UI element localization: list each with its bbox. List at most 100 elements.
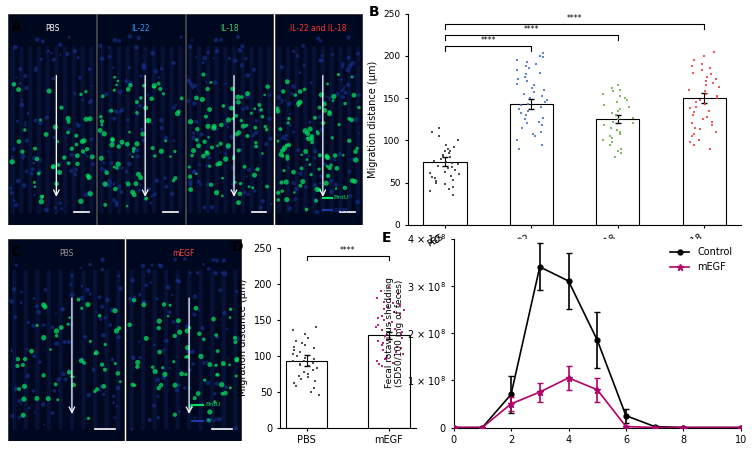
- Point: [66, 321, 78, 328]
- Point: [433, 133, 445, 140]
- Point: [606, 110, 618, 117]
- Point: [383, 320, 395, 327]
- Point: [110, 202, 122, 209]
- Point: [82, 415, 94, 422]
- Point: [242, 191, 254, 198]
- Point: [214, 287, 226, 294]
- Point: [52, 162, 64, 169]
- Point: [299, 86, 311, 93]
- Point: [426, 128, 438, 135]
- Point: [281, 78, 293, 86]
- Point: [132, 34, 144, 41]
- Point: [134, 102, 146, 109]
- Point: [197, 71, 209, 78]
- Point: [627, 120, 639, 127]
- Point: [232, 199, 244, 206]
- Point: [210, 189, 222, 196]
- Point: [218, 310, 231, 317]
- Point: [101, 169, 113, 176]
- Point: [210, 126, 222, 133]
- Point: [184, 324, 196, 331]
- Point: [314, 113, 326, 121]
- Point: [153, 80, 165, 87]
- Point: [282, 164, 294, 171]
- Point: [538, 86, 550, 93]
- Point: [57, 306, 69, 313]
- Text: IL-18: IL-18: [220, 24, 239, 33]
- Point: [343, 168, 355, 175]
- Point: [513, 105, 525, 112]
- Point: [209, 270, 222, 277]
- Point: [184, 186, 197, 193]
- Point: [320, 180, 332, 187]
- Point: [710, 128, 722, 135]
- Point: [47, 75, 59, 82]
- Point: [64, 369, 76, 376]
- Point: [206, 203, 218, 211]
- Point: [353, 130, 365, 137]
- Point: [212, 347, 224, 355]
- Point: [513, 145, 525, 153]
- Point: [296, 375, 308, 382]
- Point: [299, 341, 311, 348]
- Point: [39, 303, 51, 310]
- Point: [136, 126, 148, 133]
- Point: [694, 126, 706, 133]
- Point: [379, 356, 391, 363]
- Point: [191, 118, 203, 126]
- Bar: [125, 238, 241, 441]
- Point: [233, 147, 245, 154]
- Point: [108, 115, 120, 122]
- Point: [156, 124, 168, 131]
- Point: [20, 137, 33, 144]
- Point: [337, 152, 349, 159]
- Point: [129, 146, 141, 153]
- Point: [99, 201, 111, 208]
- Point: [57, 306, 69, 313]
- Point: [334, 151, 346, 158]
- Point: [138, 64, 150, 72]
- Point: [108, 86, 120, 94]
- Text: ****: ****: [340, 247, 355, 256]
- Point: [168, 358, 180, 365]
- Point: [169, 148, 181, 155]
- Point: [609, 154, 621, 161]
- Point: [85, 136, 98, 143]
- Point: [72, 54, 84, 61]
- Point: [316, 126, 328, 133]
- Point: [280, 196, 293, 203]
- Point: [36, 193, 48, 200]
- Point: [90, 308, 102, 315]
- Point: [283, 141, 295, 149]
- Point: [312, 130, 324, 137]
- Point: [214, 415, 226, 423]
- Point: [445, 154, 457, 161]
- Point: [109, 414, 121, 421]
- Point: [150, 177, 163, 184]
- Point: [187, 147, 200, 154]
- Point: [713, 84, 725, 91]
- Point: [172, 108, 184, 115]
- Point: [225, 306, 237, 313]
- Point: [169, 332, 181, 339]
- Point: [154, 86, 166, 93]
- Point: [31, 302, 43, 310]
- Point: [522, 107, 534, 114]
- Point: [128, 297, 140, 304]
- Point: [110, 199, 122, 206]
- Point: [19, 126, 31, 134]
- Point: [70, 132, 82, 140]
- Point: [265, 135, 277, 142]
- Point: [15, 288, 27, 296]
- Point: [70, 141, 82, 148]
- Text: DAPI: DAPI: [333, 208, 348, 213]
- Point: [522, 100, 534, 108]
- Point: [528, 82, 541, 89]
- Point: [208, 123, 220, 130]
- Point: [444, 147, 456, 154]
- Point: [257, 198, 269, 205]
- Point: [688, 109, 700, 116]
- Point: [151, 295, 163, 302]
- Point: [96, 361, 108, 368]
- Point: [82, 153, 94, 160]
